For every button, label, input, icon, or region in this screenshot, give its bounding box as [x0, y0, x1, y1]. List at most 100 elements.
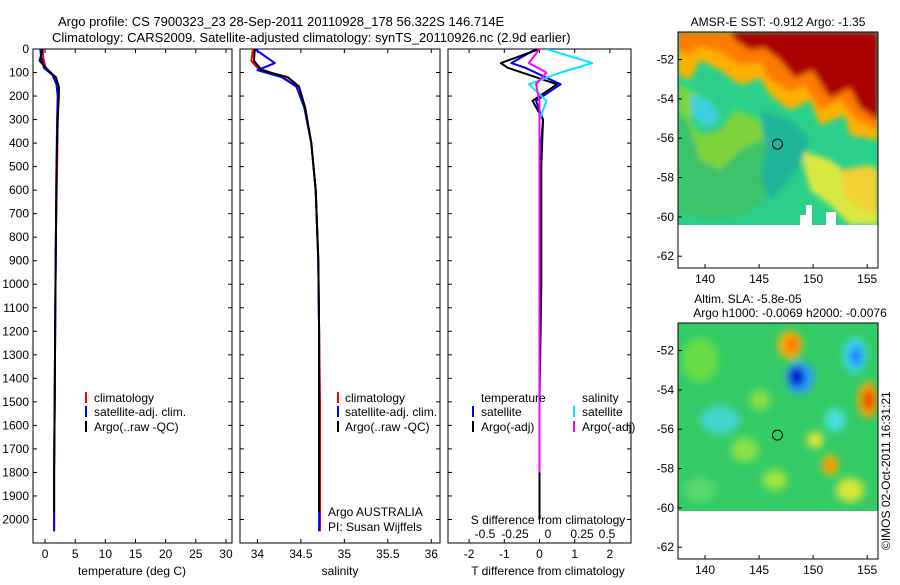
x-tick-label: 1	[571, 547, 578, 561]
sla-map-axes: 140 145 150 155 -52 -54 -56 -58 -60 -62	[657, 344, 878, 577]
y-tick-label: 1900	[2, 489, 29, 503]
difference-xlabel-top: S difference from climatology	[471, 513, 626, 527]
map-y-tick-label: -58	[657, 171, 675, 185]
sst-map-title: AMSR-E SST: -0.912 Argo: -1.35	[691, 15, 866, 29]
y-tick-label: 1400	[2, 371, 29, 385]
x-tick-label: 35.5	[376, 547, 400, 561]
legend-title-temperature: temperature	[481, 391, 546, 405]
map-x-tick-label: 150	[803, 563, 823, 577]
s-tick-label: -0.5	[475, 527, 496, 541]
y-tick-label: 100	[9, 66, 29, 80]
s-difference-ticks: -0.5 -0.25 0 0.25 0.5	[475, 527, 616, 541]
salinity-lines	[250, 49, 321, 532]
x-tick-label: 0	[42, 547, 49, 561]
s-tick-label: 0.25	[570, 527, 594, 541]
y-tick-label: 400	[9, 136, 29, 150]
y-tick-label: 1200	[2, 324, 29, 338]
y-tick-label: 300	[9, 113, 29, 127]
difference-lines	[499, 49, 594, 520]
series-line	[252, 49, 321, 513]
argo-location-marker	[771, 429, 783, 441]
x-tick-label: 30	[219, 547, 233, 561]
x-tick-label: -2	[464, 547, 475, 561]
sst-map-image	[678, 32, 878, 225]
map-y-tick-label: -60	[657, 501, 675, 515]
series-line	[510, 49, 562, 520]
legend-label: climatology	[94, 391, 154, 405]
y-tick-label: 1700	[2, 442, 29, 456]
y-tick-label: 1500	[2, 395, 29, 409]
x-tick-label: 36	[425, 547, 439, 561]
difference-xlabel: T difference from climatology	[471, 564, 625, 578]
figure-title-line2: Climatology: CARS2009. Satellite-adjuste…	[52, 30, 571, 45]
temperature-panel-frame	[32, 48, 233, 544]
temperature-axes: 0 5 10 15 20 25 300100200300400500600700800900…	[2, 42, 233, 561]
map-y-tick-label: -52	[657, 344, 675, 358]
x-tick-label: 2	[607, 547, 614, 561]
map-y-tick-label: -54	[657, 383, 675, 397]
x-tick-label: 0	[536, 547, 543, 561]
legend-label: satellite-adj. clim.	[94, 405, 186, 419]
y-tick-label: 900	[9, 254, 29, 268]
map-x-tick-label: 150	[803, 272, 823, 286]
map-y-tick-label: -56	[657, 422, 675, 436]
x-tick-label: 20	[159, 547, 173, 561]
y-tick-label: 2000	[2, 512, 29, 526]
y-tick-label: 1100	[3, 301, 29, 315]
imos-credit: ©IMOS 02-Oct-2011 16:31:21	[879, 391, 893, 550]
x-tick-label: 34.5	[289, 547, 313, 561]
temperature-legend: climatology satellite-adj. clim. Argo(..…	[85, 391, 186, 434]
sst-map-axes: 140 145 150 155 -52 -54 -56 -58 -60 -62	[657, 53, 878, 286]
y-tick-label: 200	[9, 89, 29, 103]
legend-label: Argo(-adj)	[582, 420, 635, 434]
legend-label: satellite	[481, 405, 522, 419]
legend-label: satellite-adj. clim.	[345, 405, 437, 419]
salinity-xlabel: salinity	[322, 564, 359, 578]
legend-label: Argo(..raw -QC)	[94, 420, 179, 434]
series-line	[38, 49, 60, 513]
map-x-tick-label: 140	[695, 272, 715, 286]
map-y-tick-label: -58	[657, 462, 675, 476]
legend-label: climatology	[345, 391, 405, 405]
s-tick-label: 0	[545, 527, 552, 541]
argo-institution: Argo AUSTRALIA	[328, 505, 423, 519]
s-tick-label: 0.5	[599, 527, 616, 541]
legend-label: Argo(..raw -QC)	[345, 420, 430, 434]
series-line	[527, 49, 548, 473]
s-tick-label: -0.25	[501, 527, 529, 541]
temperature-xlabel: temperature (deg C)	[78, 564, 186, 578]
x-tick-label: 34	[251, 547, 265, 561]
legend-label: Argo(-adj)	[481, 420, 534, 434]
sla-map-image	[678, 323, 878, 511]
map-y-tick-label: -56	[657, 131, 675, 145]
sla-map-frame	[677, 322, 879, 560]
y-tick-label: 600	[9, 183, 29, 197]
y-tick-label: 1000	[2, 277, 29, 291]
map-x-tick-label: 145	[749, 272, 769, 286]
salinity-axes: 34 34.5 35 35.5 36	[240, 48, 440, 561]
y-tick-label: 800	[9, 230, 29, 244]
difference-axes: -2 -1 0 1 2	[448, 48, 631, 561]
map-x-tick-label: 155	[857, 272, 877, 286]
sla-map-title: Altim. SLA: -5.8e-05	[694, 292, 802, 306]
sst-map-frame	[677, 31, 879, 269]
argo-location-marker	[771, 138, 783, 150]
map-x-tick-label: 155	[857, 563, 877, 577]
y-tick-label: 1800	[2, 465, 29, 479]
map-y-tick-label: -52	[657, 53, 675, 67]
y-tick-label: 500	[9, 160, 29, 174]
y-tick-label: 700	[9, 207, 29, 221]
x-tick-label: 35	[338, 547, 352, 561]
figure-title-line1: Argo profile: CS 7900323_23 28-Sep-2011 …	[58, 14, 505, 29]
legend-label: satellite	[582, 405, 623, 419]
series-line	[254, 49, 321, 532]
legend-title-salinity: salinity	[582, 391, 619, 405]
map-y-tick-label: -62	[657, 540, 675, 554]
x-tick-label: -1	[499, 547, 510, 561]
map-x-tick-label: 140	[695, 563, 715, 577]
argo-pi: PI: Susan Wijffels	[328, 520, 422, 534]
x-tick-label: 15	[129, 547, 143, 561]
salinity-legend: climatology satellite-adj. clim. Argo(..…	[328, 391, 437, 534]
sla-map-subtitle: Argo h1000: -0.0069 h2000: -0.0076	[693, 306, 887, 320]
